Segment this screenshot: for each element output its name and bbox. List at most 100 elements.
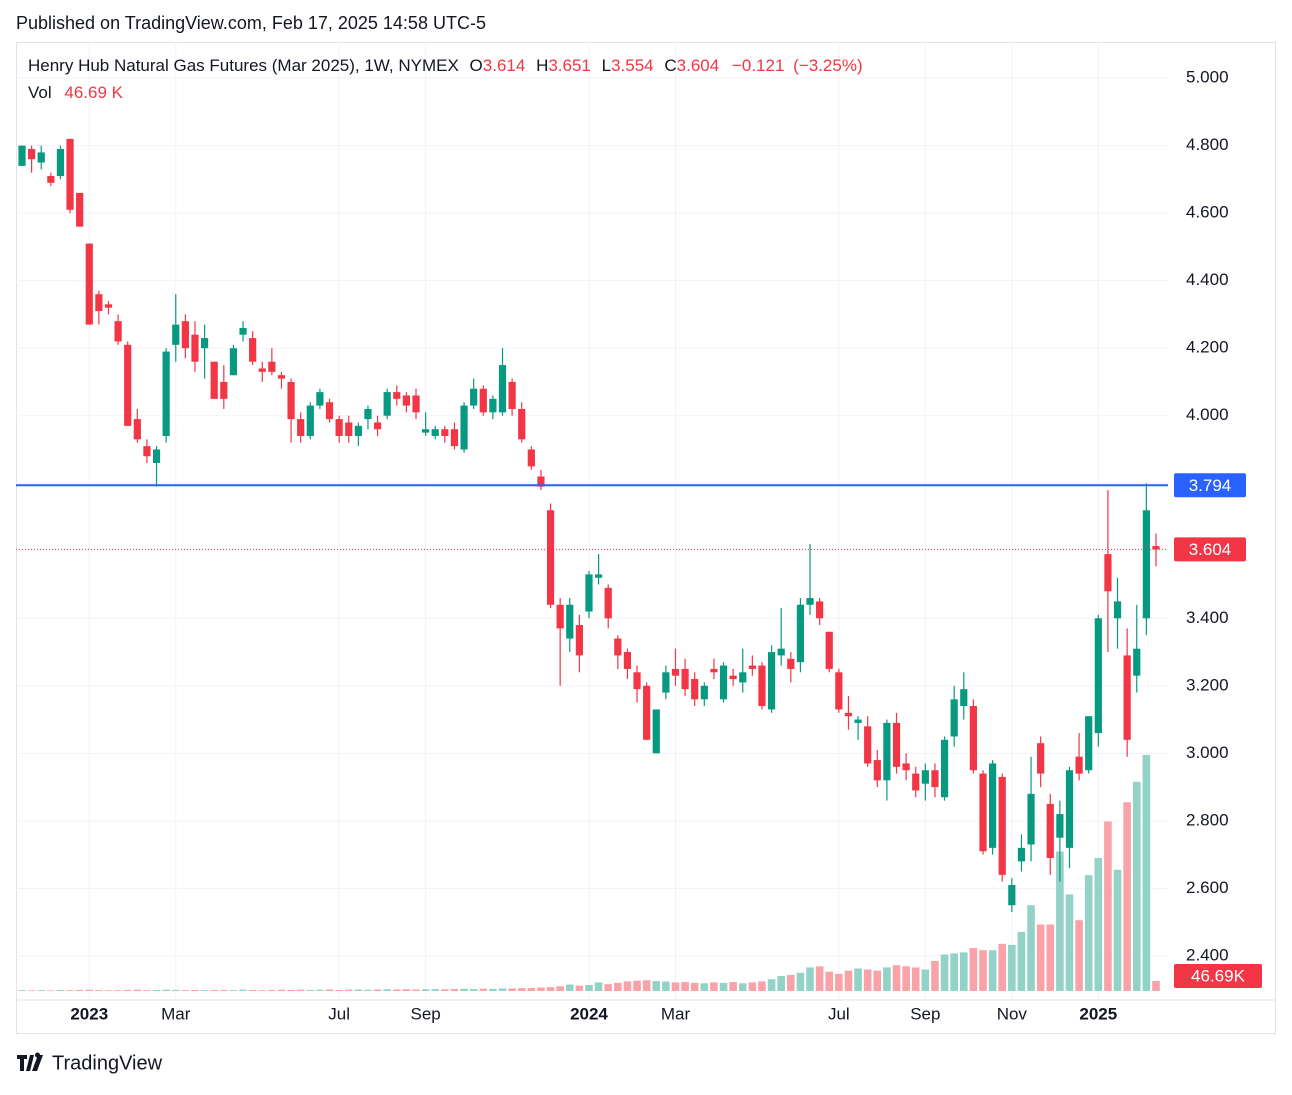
candle-body (527, 449, 535, 467)
volume-bar (316, 989, 324, 991)
volume-bar (690, 982, 699, 991)
volume-bar (835, 973, 843, 991)
x-tick-label: Sep (410, 1004, 440, 1023)
volume-pane (18, 755, 1160, 991)
volume-bar (171, 989, 180, 991)
candle-body (1065, 770, 1074, 848)
volume-bar (104, 990, 113, 991)
volume-bar (614, 982, 622, 991)
volume-bar (441, 989, 449, 991)
candle-body (210, 361, 218, 399)
volume-bar (296, 989, 305, 991)
price-tag (1174, 537, 1246, 562)
volume-bar (47, 990, 55, 991)
volume-bar (556, 986, 564, 991)
candle-body (345, 422, 353, 436)
candle-body (143, 446, 151, 457)
candle-body (787, 658, 795, 669)
candle-body (546, 510, 555, 605)
volume-bar (364, 989, 372, 991)
ohlc-value: 3.554 (611, 56, 654, 75)
volume-bar (287, 989, 295, 991)
candle-body (633, 672, 641, 690)
candle-body (758, 665, 766, 707)
volume-bar (767, 979, 776, 991)
candle-body (37, 152, 45, 163)
volume-bar (988, 950, 997, 991)
volume-bar (729, 981, 737, 991)
y-tick-label: 3.400 (1186, 608, 1229, 627)
volume-name: Vol (28, 83, 52, 102)
candle-body (354, 425, 362, 436)
candle-body (47, 176, 55, 183)
candle-body (239, 327, 247, 335)
y-tick-label: 3.000 (1186, 743, 1229, 762)
candle-body (220, 381, 228, 399)
candle-body (614, 638, 622, 656)
volume-bar (1113, 869, 1122, 991)
ohlc-value: 3.614 (483, 56, 526, 75)
candle-body (700, 685, 708, 700)
volume-bar (671, 982, 680, 991)
candle-body (498, 365, 507, 413)
volume-bar (421, 989, 430, 991)
volume-bar (633, 980, 641, 991)
candle-body (1142, 510, 1150, 619)
candle-body (585, 574, 593, 612)
volume-bar (431, 989, 440, 991)
price-tag-label: 3.604 (1189, 540, 1232, 559)
candle-body (508, 381, 516, 409)
candle-body (450, 429, 459, 447)
volume-bar (777, 975, 785, 991)
candle-body (912, 773, 920, 791)
volume-bar (229, 990, 238, 991)
volume-bar (892, 965, 901, 991)
candle-body (200, 338, 209, 349)
volume-bar (710, 982, 718, 991)
volume-bar (575, 985, 584, 991)
volume-bar (873, 970, 882, 991)
y-tick-label: 2.800 (1186, 810, 1229, 829)
volume-bar (123, 989, 132, 991)
candle-body (152, 449, 161, 463)
candle-body (383, 392, 391, 416)
legend-line: Henry Hub Natural Gas Futures (Mar 2025)… (28, 56, 863, 75)
volume-bar (1036, 924, 1045, 991)
volume-bar (911, 967, 920, 991)
volume-bar (527, 987, 536, 991)
volume-bar (239, 989, 247, 991)
volume-bar (56, 989, 65, 991)
candle-body (604, 587, 612, 619)
y-tick-label: 2.600 (1186, 878, 1229, 897)
candle-body (316, 392, 324, 406)
candle-body (1123, 655, 1131, 740)
volume-bar (335, 989, 343, 991)
volume-bar (354, 989, 363, 991)
candle-body (979, 773, 987, 852)
y-tick-label: 3.200 (1186, 675, 1229, 694)
price-tag-label: 3.794 (1189, 476, 1232, 495)
candle-body (816, 601, 824, 619)
candle-body (873, 760, 881, 781)
volume-bar (373, 989, 382, 991)
candle-body (431, 429, 439, 436)
candle-body (719, 665, 728, 700)
volume-bar (508, 988, 516, 991)
candle-body (1152, 546, 1160, 550)
ohlc-key: H (536, 56, 548, 75)
x-tick-label: Sep (910, 1004, 940, 1023)
candle-body (287, 381, 295, 420)
volume-bar (344, 989, 353, 991)
change: −0.121 (732, 56, 784, 75)
volume-bar (998, 943, 1007, 991)
y-tick-label: 4.400 (1186, 270, 1229, 289)
candle-body (1133, 648, 1141, 676)
volume-bar (585, 984, 593, 991)
x-tick-label: Jul (328, 1004, 350, 1023)
candle-body (671, 668, 680, 676)
candle-body (1046, 803, 1054, 858)
candle-body (748, 665, 756, 669)
volume-bar (1152, 980, 1160, 991)
